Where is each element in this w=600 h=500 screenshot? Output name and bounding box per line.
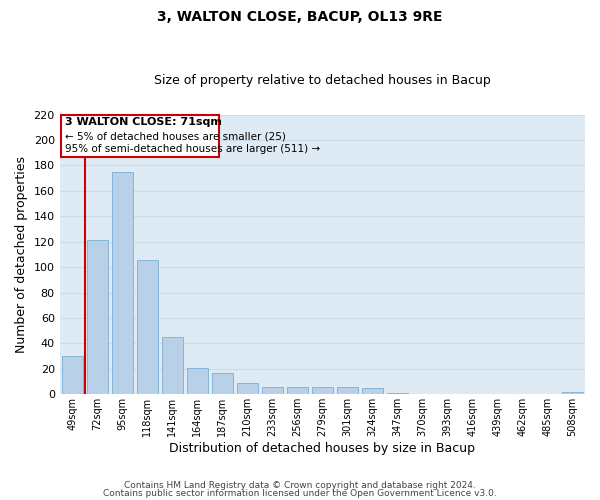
Bar [387,393,408,394]
Bar [86,240,108,394]
Text: 3 WALTON CLOSE: 71sqm: 3 WALTON CLOSE: 71sqm [65,117,221,127]
Text: Contains HM Land Registry data © Crown copyright and database right 2024.: Contains HM Land Registry data © Crown c… [124,481,476,490]
Bar [337,386,358,394]
Bar [137,260,158,394]
Bar [187,368,208,394]
X-axis label: Distribution of detached houses by size in Bacup: Distribution of detached houses by size … [169,442,475,455]
Title: Size of property relative to detached houses in Bacup: Size of property relative to detached ho… [154,74,491,87]
Bar [562,392,583,394]
Bar [161,337,183,394]
Bar [212,372,233,394]
Bar [262,386,283,394]
Text: Contains public sector information licensed under the Open Government Licence v3: Contains public sector information licen… [103,488,497,498]
Text: ← 5% of detached houses are smaller (25): ← 5% of detached houses are smaller (25) [65,131,286,141]
Bar [362,388,383,394]
Bar [112,172,133,394]
Text: 95% of semi-detached houses are larger (511) →: 95% of semi-detached houses are larger (… [65,144,320,154]
FancyBboxPatch shape [61,114,218,156]
Text: 3, WALTON CLOSE, BACUP, OL13 9RE: 3, WALTON CLOSE, BACUP, OL13 9RE [157,10,443,24]
Bar [62,356,83,395]
Y-axis label: Number of detached properties: Number of detached properties [15,156,28,353]
Bar [312,386,333,394]
Bar [236,383,258,394]
Bar [287,386,308,394]
